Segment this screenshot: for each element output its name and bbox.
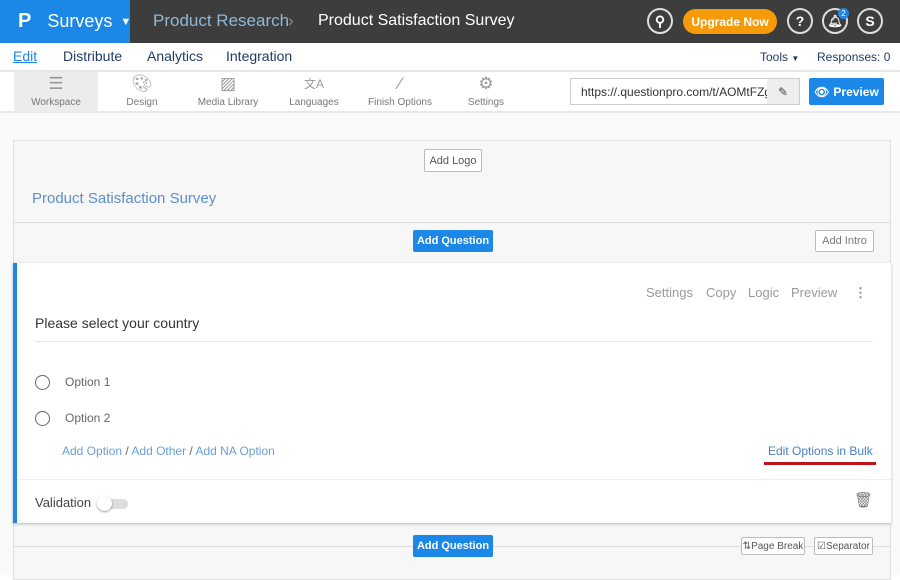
question-text[interactable]: Please select your country: [35, 315, 200, 331]
validation-toggle[interactable]: [97, 496, 128, 511]
divider: [14, 222, 890, 223]
toolbar-settings[interactable]: ⚙ Settings: [444, 72, 528, 112]
tools-label: Tools: [760, 50, 789, 64]
add-question-button[interactable]: Add Question: [413, 230, 493, 252]
palette-icon: 🎨︎: [131, 74, 153, 93]
question-settings-link[interactable]: Settings: [646, 285, 693, 300]
toolbar-label: Settings: [467, 97, 505, 108]
radio-option-1[interactable]: [35, 375, 50, 390]
eye-icon: 👁︎: [814, 84, 830, 99]
survey-title[interactable]: Product Satisfaction Survey: [32, 190, 217, 207]
breadcrumb-project[interactable]: Product Research: [153, 11, 290, 30]
radio-option-2[interactable]: [35, 411, 50, 426]
preview-label: Preview: [833, 84, 879, 99]
divider: [35, 341, 873, 342]
avatar[interactable]: S: [857, 8, 883, 34]
validation-label: Validation: [35, 495, 92, 510]
tools-menu[interactable]: Tools ▼: [760, 50, 799, 64]
notification-badge: 2: [838, 8, 849, 19]
option-1-label[interactable]: Option 1: [65, 375, 111, 389]
breadcrumb-survey: Product Satisfaction Survey: [318, 12, 515, 29]
add-logo-button[interactable]: Add Logo: [424, 149, 482, 172]
add-intro-button[interactable]: Add Intro: [815, 230, 874, 252]
page-break-icon: ⇅: [742, 540, 752, 552]
toolbar-media-library[interactable]: ▨ Media Library: [186, 72, 270, 112]
caret-down-icon: ▼: [120, 15, 132, 28]
toolbar-label: Finish Options: [368, 97, 432, 108]
divider: [17, 479, 891, 480]
pencil-icon[interactable]: ✎: [767, 79, 799, 104]
toolbar-design[interactable]: 🎨︎ Design: [100, 72, 184, 112]
edit-options-bulk-link[interactable]: Edit Options in Bulk: [768, 444, 873, 458]
language-icon: 文A: [303, 77, 324, 91]
upgrade-button[interactable]: Upgrade Now: [683, 9, 777, 34]
highlight-underline: [764, 462, 876, 465]
page-break-button[interactable]: ⇅ Page Break: [741, 537, 805, 555]
question-copy-link[interactable]: Copy: [706, 285, 737, 300]
question-preview-link[interactable]: Preview: [791, 285, 838, 300]
question-card: [13, 263, 891, 523]
preview-button[interactable]: 👁︎ Preview: [809, 78, 884, 105]
checkbox-icon: ☑: [817, 540, 827, 552]
toolbar-label: Media Library: [197, 97, 259, 108]
gear-icon: ⚙: [478, 74, 494, 93]
toolbar-finish-options[interactable]: ⁄ Finish Options: [358, 72, 442, 112]
workspace-icon: ☰: [48, 74, 64, 93]
option-2-label[interactable]: Option 2: [65, 411, 111, 425]
tab-edit[interactable]: Edit: [13, 48, 38, 64]
search-icon[interactable]: ⚲: [647, 8, 673, 34]
responses-count[interactable]: Responses: 0: [817, 50, 891, 64]
add-option-link[interactable]: Add Option: [62, 444, 123, 458]
magic-wand-icon: ⁄: [398, 74, 402, 93]
logo-icon: P: [18, 10, 32, 32]
help-icon[interactable]: ?: [787, 8, 813, 34]
survey-url-field[interactable]: https://.questionpro.com/t/AOMtFZgB: [570, 78, 800, 105]
toolbar-label: Design: [126, 97, 158, 108]
add-question-button-bottom[interactable]: Add Question: [413, 535, 493, 557]
tab-distribute[interactable]: Distribute: [63, 48, 123, 64]
page-break-label: Page Break: [751, 540, 804, 552]
toolbar-languages[interactable]: 文A Languages: [272, 72, 356, 112]
toolbar-label: Languages: [289, 97, 339, 108]
tab-integration[interactable]: Integration: [226, 48, 293, 64]
toolbar-label: Workspace: [31, 97, 81, 108]
add-option-links: Add Option / Add Other / Add NA Option: [62, 444, 275, 458]
question-logic-link[interactable]: Logic: [748, 285, 780, 300]
image-icon: ▨: [219, 74, 237, 93]
more-options-icon[interactable]: ⋮: [854, 285, 867, 300]
add-other-link[interactable]: Add Other: [131, 444, 187, 458]
tab-analytics[interactable]: Analytics: [147, 48, 204, 64]
toolbar-workspace[interactable]: ☰ Workspace: [14, 72, 98, 112]
chevron-right-icon: ›: [288, 11, 294, 30]
separator-label: Separator: [826, 540, 870, 552]
trash-icon[interactable]: 🗑︎: [854, 492, 874, 509]
add-na-option-link[interactable]: Add NA Option: [195, 444, 275, 458]
separator-button[interactable]: ☑ Separator: [814, 537, 873, 555]
brand-label: Surveys: [47, 11, 113, 31]
caret-down-icon: ▼: [791, 54, 800, 63]
surveys-menu[interactable]: P Surveys ▼: [0, 0, 132, 43]
